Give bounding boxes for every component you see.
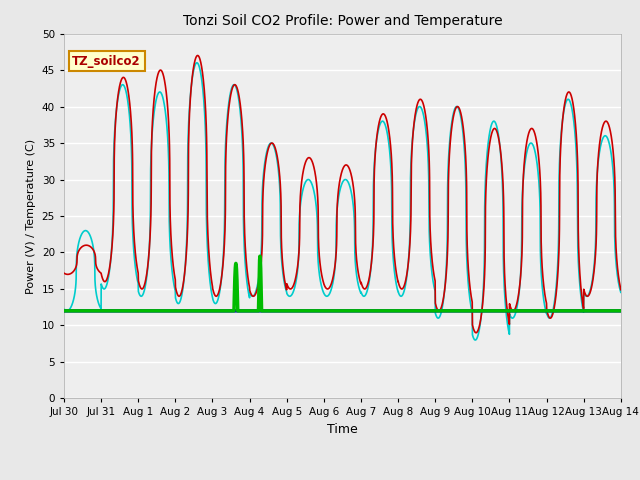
X-axis label: Time: Time bbox=[327, 423, 358, 436]
Text: TZ_soilco2: TZ_soilco2 bbox=[72, 55, 141, 68]
Y-axis label: Power (V) / Temperature (C): Power (V) / Temperature (C) bbox=[26, 138, 36, 294]
Title: Tonzi Soil CO2 Profile: Power and Temperature: Tonzi Soil CO2 Profile: Power and Temper… bbox=[182, 14, 502, 28]
